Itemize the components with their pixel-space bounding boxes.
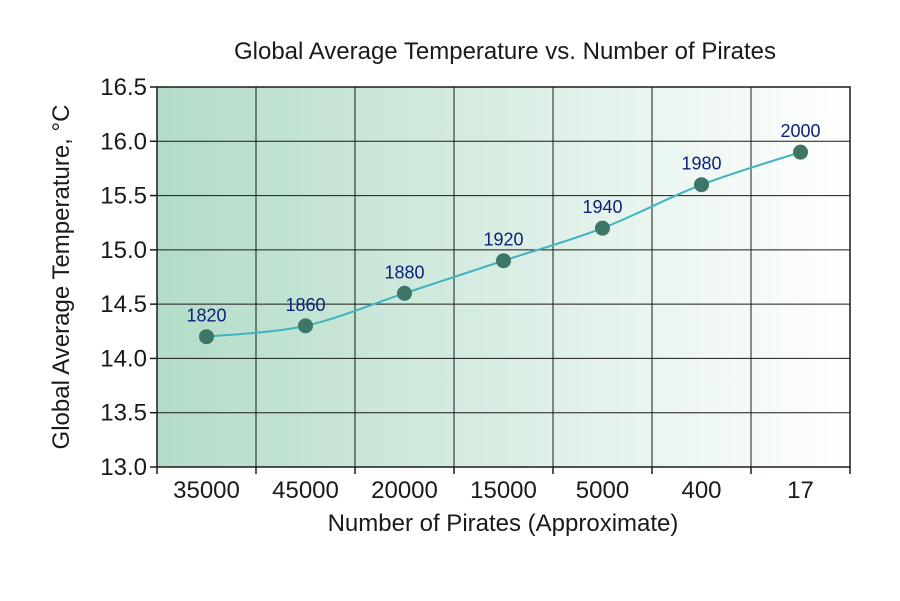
y-tick-label: 15.5 bbox=[100, 183, 147, 210]
x-tick-label: 35000 bbox=[173, 477, 240, 504]
x-axis-label: Number of Pirates (Approximate) bbox=[328, 510, 679, 537]
data-point bbox=[694, 177, 709, 193]
data-point bbox=[397, 285, 412, 301]
data-points bbox=[199, 144, 808, 345]
point-label: 1880 bbox=[384, 262, 424, 282]
x-tick-labels: 35000 45000 20000 15000 5000 400 17 bbox=[173, 477, 814, 504]
point-label: 1860 bbox=[285, 295, 325, 315]
x-tick-label: 20000 bbox=[371, 477, 438, 504]
x-tick-label: 15000 bbox=[470, 477, 537, 504]
y-tick-label: 14.5 bbox=[100, 291, 147, 318]
data-point bbox=[298, 318, 313, 334]
y-tick-label: 13.5 bbox=[100, 400, 147, 427]
x-tick-label: 17 bbox=[787, 477, 814, 504]
point-label: 1980 bbox=[681, 154, 721, 174]
point-label: 1920 bbox=[483, 230, 523, 250]
chart-title: Global Average Temperature vs. Number of… bbox=[234, 38, 776, 65]
point-label: 1940 bbox=[582, 197, 622, 217]
y-axis-label: Global Average Temperature, °C bbox=[48, 105, 75, 450]
data-point bbox=[793, 144, 808, 160]
y-tick-label: 15.0 bbox=[100, 237, 147, 264]
point-label: 2000 bbox=[780, 121, 820, 141]
data-point bbox=[496, 253, 511, 269]
x-tick-label: 5000 bbox=[576, 477, 629, 504]
plot-background bbox=[157, 87, 850, 467]
data-point bbox=[595, 220, 610, 236]
y-tick-labels: 13.0 13.5 14.0 14.5 15.0 15.5 16.0 16.5 bbox=[100, 74, 147, 481]
grid-lines bbox=[157, 86, 850, 468]
y-tick-label: 13.0 bbox=[100, 454, 147, 481]
plot-border bbox=[156, 86, 851, 468]
axis-ticks bbox=[150, 86, 851, 474]
x-tick-label: 45000 bbox=[272, 477, 339, 504]
data-point bbox=[199, 329, 214, 345]
y-tick-label: 14.0 bbox=[100, 345, 147, 372]
y-tick-label: 16.0 bbox=[100, 128, 147, 155]
x-tick-label: 400 bbox=[681, 477, 721, 504]
y-tick-label: 16.5 bbox=[100, 74, 147, 101]
point-label: 1820 bbox=[186, 306, 226, 326]
point-labels: 1820 1860 1880 1920 1940 1980 2000 bbox=[186, 121, 820, 326]
